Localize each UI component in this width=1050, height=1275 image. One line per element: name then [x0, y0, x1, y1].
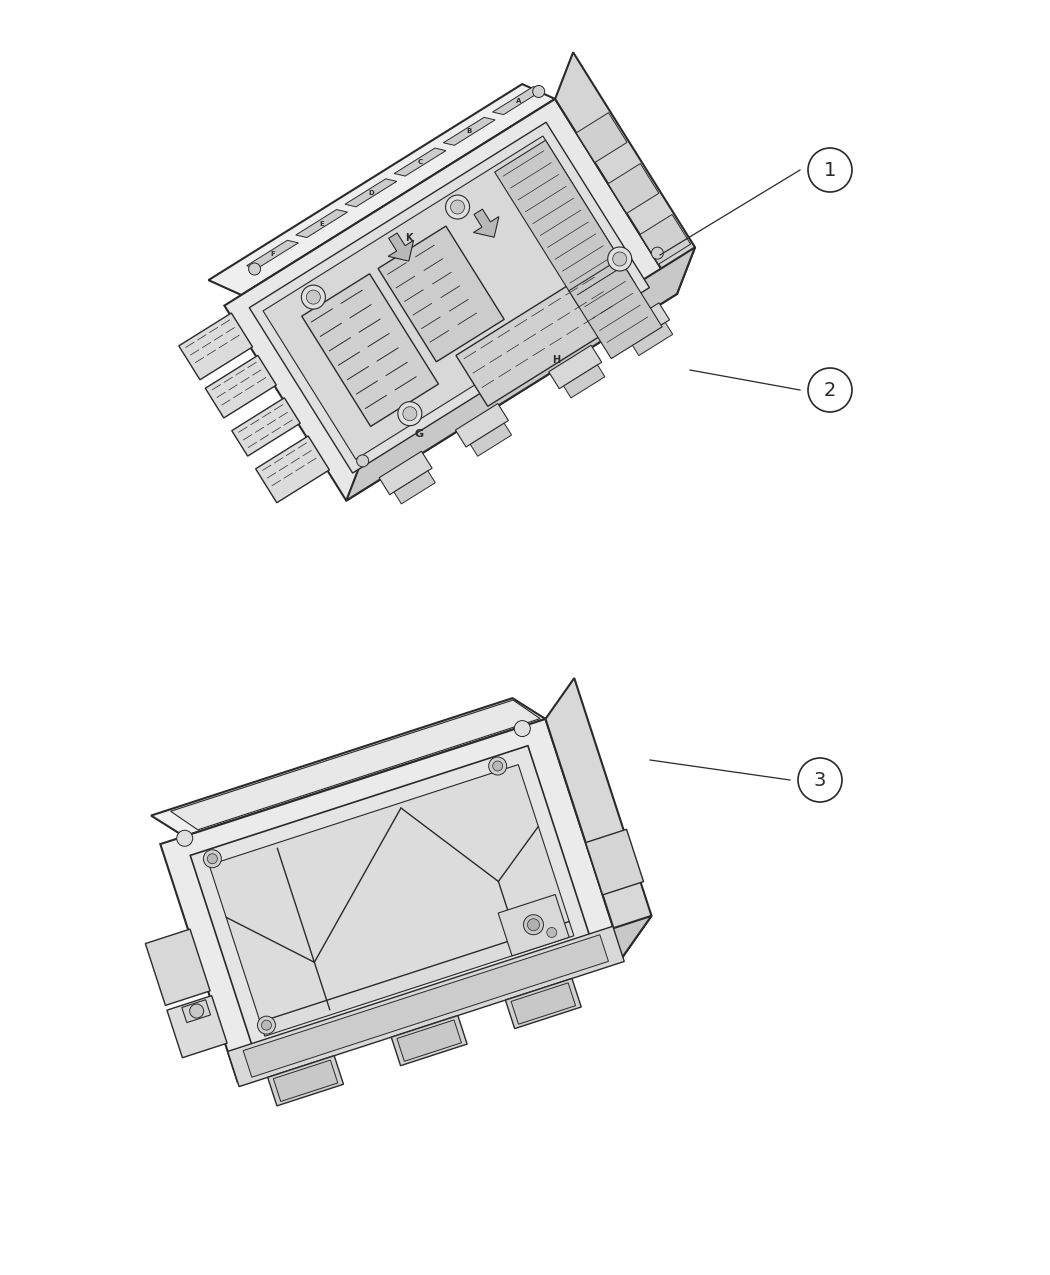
Circle shape	[527, 919, 540, 931]
Circle shape	[176, 830, 193, 847]
Circle shape	[514, 720, 530, 737]
Polygon shape	[392, 1016, 467, 1066]
Circle shape	[798, 759, 842, 802]
Circle shape	[301, 286, 326, 309]
Polygon shape	[346, 247, 695, 501]
Polygon shape	[264, 136, 635, 459]
Polygon shape	[273, 1060, 338, 1102]
Polygon shape	[161, 719, 623, 1082]
Circle shape	[398, 402, 422, 426]
Circle shape	[613, 252, 627, 266]
Polygon shape	[511, 983, 575, 1024]
Polygon shape	[247, 240, 298, 268]
Circle shape	[249, 263, 260, 275]
Polygon shape	[495, 140, 630, 307]
Polygon shape	[456, 265, 632, 407]
Polygon shape	[296, 209, 348, 237]
Circle shape	[651, 247, 664, 259]
Circle shape	[257, 1016, 275, 1034]
Polygon shape	[178, 312, 253, 380]
Polygon shape	[474, 209, 499, 237]
Polygon shape	[498, 895, 569, 956]
Polygon shape	[586, 829, 644, 895]
Circle shape	[357, 455, 369, 467]
Polygon shape	[549, 346, 602, 389]
Polygon shape	[379, 451, 433, 495]
Polygon shape	[564, 365, 605, 398]
Circle shape	[543, 923, 561, 941]
Polygon shape	[639, 214, 691, 264]
Text: K: K	[405, 233, 413, 244]
Circle shape	[488, 757, 507, 775]
Polygon shape	[255, 436, 330, 502]
Polygon shape	[190, 746, 593, 1056]
Polygon shape	[151, 699, 546, 836]
Circle shape	[808, 368, 852, 412]
Text: 2: 2	[824, 380, 836, 399]
Circle shape	[608, 247, 632, 272]
Text: 3: 3	[814, 770, 826, 789]
Circle shape	[524, 914, 544, 935]
Polygon shape	[268, 1056, 343, 1105]
Polygon shape	[228, 926, 625, 1086]
Polygon shape	[301, 274, 439, 426]
Polygon shape	[394, 148, 446, 176]
Polygon shape	[443, 117, 496, 145]
Text: C: C	[418, 159, 422, 164]
Polygon shape	[388, 233, 414, 261]
Polygon shape	[232, 398, 300, 456]
Polygon shape	[225, 99, 677, 501]
Circle shape	[547, 927, 557, 937]
Polygon shape	[394, 470, 436, 504]
Circle shape	[190, 1003, 204, 1017]
Polygon shape	[631, 323, 673, 356]
Text: D: D	[368, 190, 374, 196]
Polygon shape	[470, 423, 511, 456]
Text: G: G	[415, 428, 424, 439]
Polygon shape	[569, 259, 663, 358]
Polygon shape	[616, 303, 670, 347]
Polygon shape	[546, 678, 651, 956]
Polygon shape	[209, 84, 555, 295]
Text: H: H	[552, 356, 561, 366]
Polygon shape	[576, 112, 627, 162]
Circle shape	[403, 407, 417, 421]
Text: B: B	[466, 129, 471, 134]
Polygon shape	[145, 929, 210, 1006]
Polygon shape	[397, 1020, 461, 1061]
Polygon shape	[182, 1000, 211, 1023]
Polygon shape	[505, 978, 582, 1029]
Circle shape	[445, 195, 469, 219]
Circle shape	[492, 761, 503, 771]
Text: F: F	[270, 251, 275, 258]
Circle shape	[450, 200, 464, 214]
Polygon shape	[345, 179, 397, 207]
Polygon shape	[237, 915, 651, 1082]
Circle shape	[204, 849, 222, 868]
Polygon shape	[205, 356, 276, 418]
Polygon shape	[167, 996, 227, 1058]
Polygon shape	[456, 404, 508, 448]
Text: D: D	[406, 413, 414, 423]
Circle shape	[307, 291, 320, 305]
Polygon shape	[555, 52, 695, 295]
Polygon shape	[492, 87, 544, 115]
Circle shape	[261, 1020, 272, 1030]
Polygon shape	[249, 122, 649, 473]
Polygon shape	[209, 765, 574, 1037]
Polygon shape	[378, 226, 504, 362]
Text: E: E	[319, 221, 324, 227]
Text: 1: 1	[824, 161, 836, 180]
Polygon shape	[608, 163, 658, 213]
Circle shape	[208, 854, 217, 863]
Text: A: A	[516, 98, 521, 103]
Polygon shape	[244, 935, 608, 1077]
Circle shape	[808, 148, 852, 193]
Polygon shape	[171, 700, 540, 830]
Circle shape	[532, 85, 545, 97]
